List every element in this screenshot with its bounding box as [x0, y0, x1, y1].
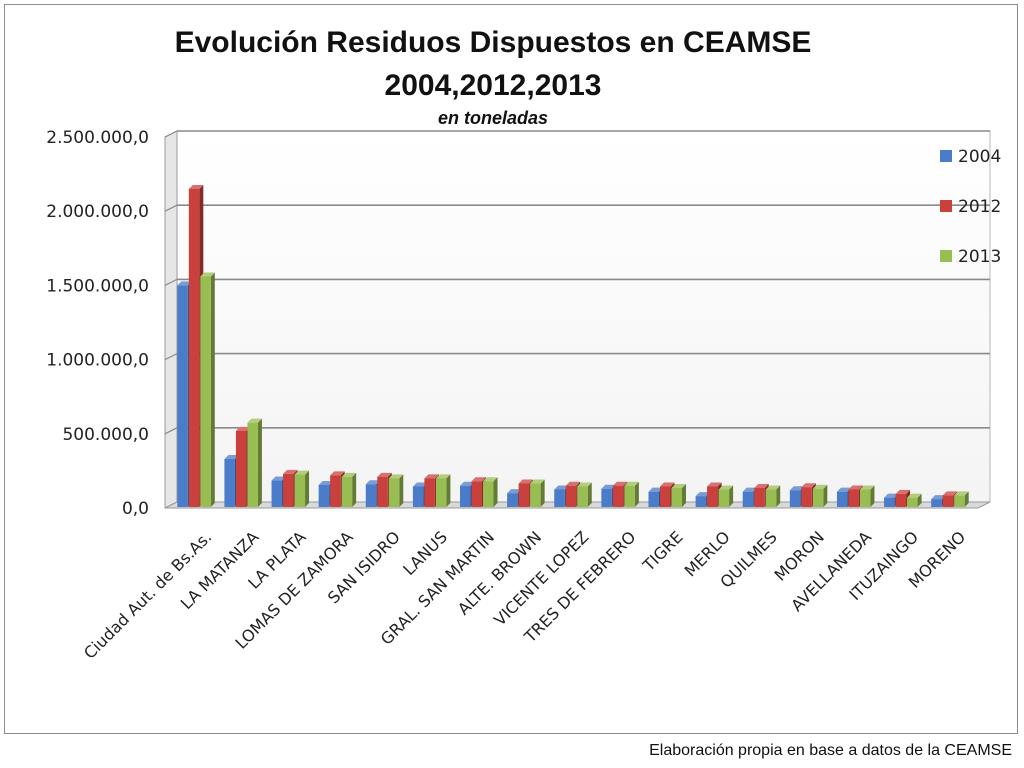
y-tick-label: 2.000.000,0: [46, 202, 149, 222]
bar-2013: [954, 491, 969, 507]
chart-title-years: 2004,2012,2013: [385, 69, 602, 102]
y-tick-label: 1.500.000,0: [46, 276, 149, 296]
legend-swatch-2013: [940, 250, 952, 262]
bar-chart: Evolución Residuos Dispuestos en CEAMSE …: [46, 26, 1001, 663]
bar-2013: [907, 493, 922, 507]
y-tick-label: 0,0: [122, 499, 149, 519]
bar-2013: [765, 485, 781, 507]
gridline-side: [164, 278, 178, 286]
bar-2013: [247, 418, 262, 507]
x-tick-label: TIGRE: [638, 527, 686, 575]
bar-2013: [577, 482, 592, 507]
chart-title: Evolución Residuos Dispuestos en CEAMSE: [175, 26, 812, 59]
y-tick-label: 500.000,0: [62, 425, 149, 445]
bar-2013: [812, 484, 828, 507]
legend-swatch-2012: [940, 200, 952, 212]
gridline-side: [164, 427, 178, 435]
bar-2013: [341, 472, 357, 507]
chart-subtitle: en toneladas: [438, 108, 548, 128]
bar-2013: [718, 485, 734, 507]
bar-2013: [859, 485, 875, 507]
plot-back-wall: [176, 130, 991, 503]
bar-2013: [388, 474, 404, 507]
bar-2013: [294, 470, 310, 507]
plot-side-wall: [164, 130, 178, 509]
chart-frame: Evolución Residuos Dispuestos en CEAMSE …: [4, 4, 1018, 734]
bar-2013: [435, 474, 451, 507]
source-note: Elaboración propia en base a datos de la…: [649, 742, 1012, 759]
y-tick-label: 1.000.000,0: [46, 351, 149, 371]
bar-2013: [483, 477, 498, 507]
bar-2013: [530, 479, 545, 507]
gridline-side: [164, 130, 178, 138]
legend-label-2004: 2004: [958, 147, 1001, 167]
legend-label-2013: 2013: [958, 247, 1001, 267]
y-tick-label: 2.500.000,0: [46, 128, 149, 148]
legend-label-2012: 2012: [958, 197, 1001, 217]
bar-2013: [671, 483, 686, 507]
gridline-side: [164, 204, 178, 212]
legend-swatch-2004: [940, 150, 952, 162]
legend: 2004 2012 2013: [940, 147, 1001, 267]
bar-2013: [624, 481, 639, 507]
x-tick-label: ALTE. BROWN: [454, 527, 545, 618]
bar-2013: [200, 272, 215, 507]
gridline-side: [164, 353, 178, 361]
